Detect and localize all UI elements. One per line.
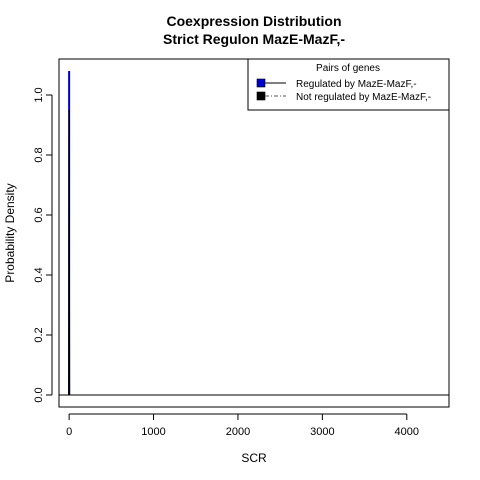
y-axis-label: Probability Density — [3, 183, 17, 282]
x-tick-label: 2000 — [226, 426, 250, 438]
legend-swatch — [256, 91, 266, 101]
y-tick-label: 0.4 — [33, 267, 45, 282]
legend-entries: Regulated by MazE-MazF,- Not regulated by… — [256, 78, 431, 103]
x-tick-label: 1000 — [141, 426, 165, 438]
chart-subtitle: Strict Regulon MazE-MazF,- — [163, 31, 345, 47]
x-tick-label: 3000 — [310, 426, 334, 438]
legend-label: Not regulated by MazE-MazF,- — [296, 92, 431, 103]
x-tick-label: 0 — [66, 426, 72, 438]
x-axis-label: SCR — [241, 451, 267, 465]
y-tick-label: 0.6 — [33, 207, 45, 222]
y-tick-label: 1.0 — [33, 87, 45, 102]
x-tick-label: 4000 — [395, 426, 419, 438]
series-line-2 — [68, 109, 71, 396]
legend-title: Pairs of genes — [316, 63, 380, 74]
legend-label: Regulated by MazE-MazF,- — [296, 79, 417, 90]
legend-box — [247, 58, 450, 111]
legend-swatch — [256, 78, 266, 88]
x-axis: 0 1000 2000 3000 4000 — [66, 413, 419, 438]
y-tick-label: 0.2 — [33, 327, 45, 342]
y-tick-label: 0.8 — [33, 147, 45, 162]
series-layer — [59, 71, 449, 396]
y-axis: 0.0 0.2 0.4 0.6 0.8 1.0 — [33, 87, 53, 403]
chart-title: Coexpression Distribution — [166, 13, 341, 29]
legend: Pairs of genes Regulated by MazE-MazF,- N… — [247, 58, 450, 111]
y-tick-label: 0.0 — [33, 387, 45, 402]
